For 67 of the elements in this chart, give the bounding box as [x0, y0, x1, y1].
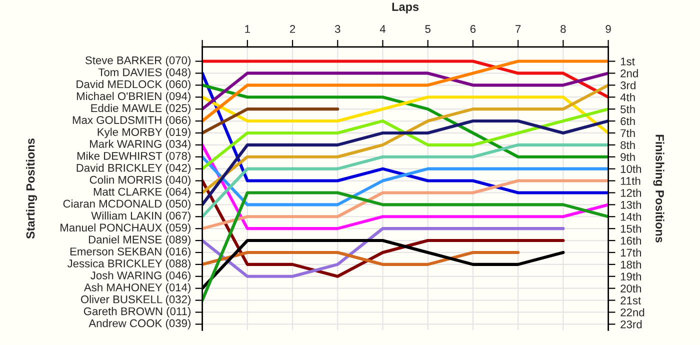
text: William LAKIN (067) [91, 211, 190, 222]
y-tick-label: 7th [620, 128, 635, 138]
text: Steve BARKER (070) [85, 56, 190, 66]
text: Ash MAHONEY (014) [84, 283, 190, 294]
y-tick-label: 1st [620, 58, 635, 66]
text: Jessica BRICKLEY (088) [67, 259, 190, 270]
text: Max GOLDSMITH (066) [72, 116, 191, 126]
text: Oliver BUSKELL (032) [80, 295, 191, 306]
y-tick-label: 9th [620, 152, 635, 162]
text: Eddie MAWLE (025) [91, 104, 191, 114]
x-tick-label: 3 [334, 25, 340, 33]
x-axis-title: Laps [392, 2, 419, 14]
y-tick-label: 20th [620, 284, 642, 292]
text: Josh WARING (046) [90, 271, 191, 282]
y-tick-label: 23rd [620, 320, 642, 328]
y-tick-label: 17th [620, 248, 642, 257]
text: Tom DAVIES (048) [98, 68, 190, 78]
x-tick-label: 5 [425, 25, 430, 33]
x-tick-label: 9 [606, 25, 611, 33]
x-tick-label: 4 [380, 25, 386, 33]
y-tick-label: 16th [620, 236, 642, 245]
y-tick-label: 4th [620, 93, 635, 102]
line-series [202, 179, 608, 230]
y-tick-label: 8th [620, 140, 635, 150]
text: Michael O'BRIEN (094) [76, 92, 191, 102]
text: Starting Positions [26, 138, 38, 239]
text: David MEDLOCK (060) [76, 80, 191, 90]
y-axis-title: Finishing Positions [653, 134, 664, 242]
text: Daniel MENSE (089) [88, 235, 191, 246]
y-tick-label: 21st [620, 296, 642, 304]
y-tick-label: 6th [620, 116, 635, 126]
text: Mike DEWHIRST (078) [77, 152, 190, 162]
y-tick-label: 13th [620, 200, 642, 209]
line-series [202, 227, 565, 278]
x-tick-label: 7 [516, 25, 521, 33]
y-tick-label: 3rd [620, 81, 636, 90]
x-tick-label: 2 [290, 25, 296, 33]
y-tick-label: 11th [620, 176, 640, 185]
line-series [202, 155, 608, 206]
text: Manuel PONCHAUX (059) [60, 223, 191, 234]
y-tick-label: 5th [620, 105, 635, 114]
line-series [202, 191, 608, 302]
y-tick-label: 12th [620, 188, 642, 197]
text: Ciaran MCDONALD (050) [63, 200, 191, 210]
line-series [202, 84, 608, 158]
x-tick-label: 1 [245, 25, 250, 33]
text: Mark WARING (034) [90, 140, 191, 150]
text: Andrew COOK (039) [88, 319, 191, 330]
text: Colin MORRIS (040) [90, 176, 191, 186]
line-series [202, 60, 608, 123]
y-tick-label: 18th [620, 260, 642, 269]
y-tick-label: 15th [620, 224, 642, 233]
x-tick-label: 6 [470, 25, 476, 33]
text: Kyle MORBY (019) [98, 128, 190, 138]
text: Emerson SEKBAN (016) [70, 247, 190, 258]
line-series [202, 108, 608, 170]
text: David BRICKLEY (042) [76, 164, 190, 174]
x-tick-label: 8 [560, 25, 566, 33]
y-tick-label: 22nd [620, 308, 644, 316]
y-tick-label: 2nd [620, 69, 638, 78]
line-series [202, 96, 608, 134]
y-tick-label: 14th [620, 212, 642, 221]
y-tick-label: 19th [620, 272, 642, 281]
text: Matt CLARKE (064) [94, 188, 191, 198]
text: Gareth BROWN (011) [84, 307, 191, 318]
line-series [202, 119, 608, 206]
y-tick-label: 10th [620, 164, 642, 173]
